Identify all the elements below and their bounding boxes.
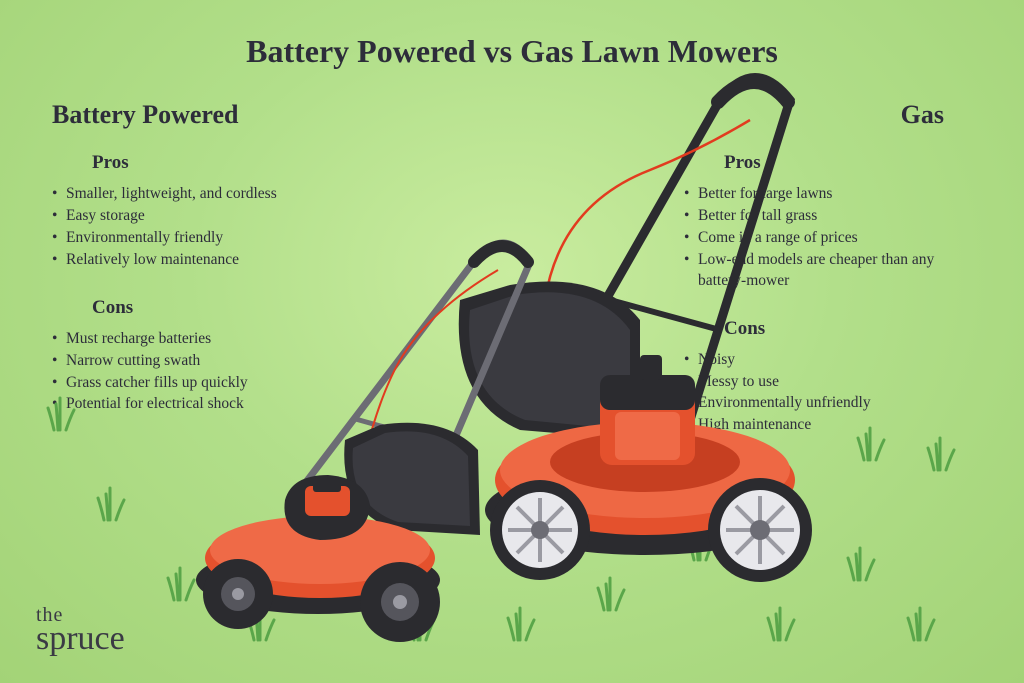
list-item: Must recharge batteries	[52, 329, 352, 350]
brand-line2: spruce	[36, 624, 125, 655]
gas-column: Gas Pros Better for large lawns Better f…	[684, 100, 984, 462]
battery-column: Battery Powered Pros Smaller, lightweigh…	[52, 100, 352, 441]
list-item: Environmentally friendly	[52, 228, 352, 249]
gas-heading: Gas	[684, 100, 984, 130]
list-item: Easy storage	[52, 206, 352, 227]
list-item: Grass catcher fills up quickly	[52, 373, 352, 394]
battery-pros-list: Smaller, lightweight, and cordless Easy …	[52, 184, 352, 271]
list-item: High maintenance	[684, 415, 984, 436]
list-item: Messy to use	[684, 372, 984, 393]
gas-cons-label: Cons	[684, 318, 984, 340]
list-item: Environmentally unfriendly	[684, 393, 984, 414]
gas-pros-list: Better for large lawns Better for tall g…	[684, 184, 984, 292]
battery-heading: Battery Powered	[52, 100, 352, 130]
battery-pros-label: Pros	[52, 152, 352, 174]
list-item: Smaller, lightweight, and cordless	[52, 184, 352, 205]
list-item: Noisy	[684, 350, 984, 371]
battery-cons-label: Cons	[52, 297, 352, 319]
main-title: Battery Powered vs Gas Lawn Mowers	[0, 33, 1024, 70]
battery-cons-list: Must recharge batteries Narrow cutting s…	[52, 329, 352, 416]
infographic-canvas: Battery Powered vs Gas Lawn Mowers Batte…	[0, 0, 1024, 683]
list-item: Better for large lawns	[684, 184, 984, 205]
list-item: Better for tall grass	[684, 206, 984, 227]
list-item: Come in a range of prices	[684, 228, 984, 249]
gas-cons-list: Noisy Messy to use Environmentally unfri…	[684, 350, 984, 437]
list-item: Relatively low maintenance	[52, 250, 352, 271]
brand-logo: the spruce	[36, 606, 125, 655]
list-item: Potential for electrical shock	[52, 394, 352, 415]
list-item: Narrow cutting swath	[52, 351, 352, 372]
gas-pros-label: Pros	[684, 152, 984, 174]
list-item: Low-end models are cheaper than any batt…	[684, 250, 984, 292]
